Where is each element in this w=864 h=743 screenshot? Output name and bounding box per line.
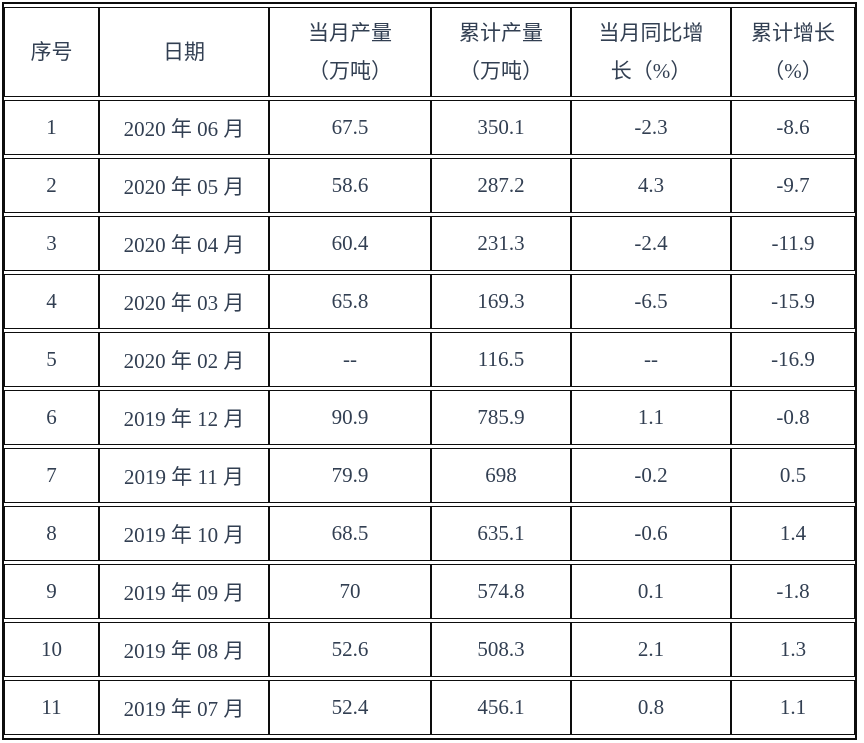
- cell-monthly_output: 90.9: [269, 390, 431, 445]
- cell-cumulative_growth: -8.6: [731, 100, 855, 155]
- cell-monthly_yoy_growth: -6.5: [571, 274, 731, 329]
- cell-cumulative_output: 698: [431, 448, 571, 503]
- column-header-label: （万吨）: [308, 59, 392, 83]
- cell-cumulative_output: 169.3: [431, 274, 571, 329]
- column-header-label: 日期: [163, 39, 205, 64]
- cell-monthly_yoy_growth: 1.1: [571, 390, 731, 445]
- cell-monthly_output: 79.9: [269, 448, 431, 503]
- cell-monthly_output: 65.8: [269, 274, 431, 329]
- column-header-index: 序号: [4, 7, 99, 97]
- table-row: 9 2019 年 09 月 70 574.8 0.1 -1.8: [4, 564, 855, 619]
- cell-date: 2020 年 02 月: [99, 332, 269, 387]
- table-body: 1 2020 年 06 月 67.5 350.1 -2.3 -8.6 2 2020 年 05 …: [4, 100, 855, 735]
- cell-date: 2020 年 03 月: [99, 274, 269, 329]
- cell-index: 8: [4, 506, 99, 561]
- cell-monthly_yoy_growth: -2.3: [571, 100, 731, 155]
- column-header-label: 累计增长: [751, 20, 835, 45]
- cell-index: 5: [4, 332, 99, 387]
- cell-index: 9: [4, 564, 99, 619]
- cell-monthly_yoy_growth: 0.8: [571, 680, 731, 735]
- column-header-cumulative_output: 累计产量 （万吨）: [431, 7, 571, 97]
- cell-index: 7: [4, 448, 99, 503]
- cell-cumulative_growth: -11.9: [731, 216, 855, 271]
- column-header-label: （%）: [763, 59, 823, 83]
- table-header: 序号 日期 当月产量 （万吨） 累计产量 （万吨） 当月同比增长（%） 累计增长 （%）: [4, 7, 855, 97]
- cell-monthly_yoy_growth: --: [571, 332, 731, 387]
- header-row: 序号 日期 当月产量 （万吨） 累计产量 （万吨） 当月同比增长（%） 累计增长 （%）: [4, 7, 855, 97]
- cell-cumulative_output: 287.2: [431, 158, 571, 213]
- column-header-monthly_yoy_growth: 当月同比增长（%）: [571, 7, 731, 97]
- cell-cumulative_growth: -16.9: [731, 332, 855, 387]
- cell-monthly_yoy_growth: -0.6: [571, 506, 731, 561]
- table-row: 11 2019 年 07 月 52.4 456.1 0.8 1.1: [4, 680, 855, 735]
- table-row: 4 2020 年 03 月 65.8 169.3 -6.5 -15.9: [4, 274, 855, 329]
- cell-monthly_output: 58.6: [269, 158, 431, 213]
- cell-monthly_yoy_growth: 4.3: [571, 158, 731, 213]
- cell-cumulative_output: 635.1: [431, 506, 571, 561]
- cell-date: 2019 年 09 月: [99, 564, 269, 619]
- cell-monthly_yoy_growth: -2.4: [571, 216, 731, 271]
- cell-cumulative_growth: -9.7: [731, 158, 855, 213]
- cell-index: 4: [4, 274, 99, 329]
- cell-cumulative_growth: 1.4: [731, 506, 855, 561]
- cell-index: 10: [4, 622, 99, 677]
- cell-monthly_output: 70: [269, 564, 431, 619]
- table-row: 5 2020 年 02 月 -- 116.5 -- -16.9: [4, 332, 855, 387]
- cell-date: 2019 年 08 月: [99, 622, 269, 677]
- cell-cumulative_growth: -15.9: [731, 274, 855, 329]
- column-header-cumulative_growth: 累计增长 （%）: [731, 7, 855, 97]
- cell-cumulative_output: 785.9: [431, 390, 571, 445]
- column-header-label: 序号: [30, 39, 73, 64]
- table-row: 8 2019 年 10 月 68.5 635.1 -0.6 1.4: [4, 506, 855, 561]
- table-row: 3 2020 年 04 月 60.4 231.3 -2.4 -11.9: [4, 216, 855, 271]
- table-row: 6 2019 年 12 月 90.9 785.9 1.1 -0.8: [4, 390, 855, 445]
- cell-cumulative_growth: 1.3: [731, 622, 855, 677]
- cell-monthly_output: 60.4: [269, 216, 431, 271]
- cell-index: 2: [4, 158, 99, 213]
- cell-cumulative_output: 116.5: [431, 332, 571, 387]
- cell-monthly_yoy_growth: 2.1: [571, 622, 731, 677]
- cell-cumulative_output: 456.1: [431, 680, 571, 735]
- cell-monthly_output: 52.6: [269, 622, 431, 677]
- cell-date: 2019 年 07 月: [99, 680, 269, 735]
- cell-cumulative_growth: -0.8: [731, 390, 855, 445]
- column-header-label: 当月同比增: [598, 20, 704, 45]
- cell-monthly_yoy_growth: -0.2: [571, 448, 731, 503]
- column-header-label: 长（%）: [610, 59, 692, 83]
- cell-index: 11: [4, 680, 99, 735]
- column-header-label: （万吨）: [459, 59, 543, 83]
- cell-date: 2020 年 06 月: [99, 100, 269, 155]
- cell-cumulative_output: 350.1: [431, 100, 571, 155]
- cell-monthly_output: --: [269, 332, 431, 387]
- cell-date: 2019 年 11 月: [99, 448, 269, 503]
- column-header-date: 日期: [99, 7, 269, 97]
- column-header-monthly_output: 当月产量 （万吨）: [269, 7, 431, 97]
- cell-date: 2019 年 10 月: [99, 506, 269, 561]
- cell-cumulative_growth: -1.8: [731, 564, 855, 619]
- cell-index: 3: [4, 216, 99, 271]
- table-row: 2 2020 年 05 月 58.6 287.2 4.3 -9.7: [4, 158, 855, 213]
- cell-cumulative_output: 231.3: [431, 216, 571, 271]
- cell-index: 6: [4, 390, 99, 445]
- cell-monthly_output: 68.5: [269, 506, 431, 561]
- cell-date: 2020 年 04 月: [99, 216, 269, 271]
- cell-index: 1: [4, 100, 99, 155]
- cell-monthly_yoy_growth: 0.1: [571, 564, 731, 619]
- cell-date: 2020 年 05 月: [99, 158, 269, 213]
- cell-cumulative_growth: 1.1: [731, 680, 855, 735]
- column-header-label: 累计产量: [459, 20, 543, 45]
- cell-cumulative_output: 574.8: [431, 564, 571, 619]
- table-row: 7 2019 年 11 月 79.9 698 -0.2 0.5: [4, 448, 855, 503]
- cell-cumulative_growth: 0.5: [731, 448, 855, 503]
- column-header-label: 当月产量: [308, 20, 392, 45]
- cell-monthly_output: 52.4: [269, 680, 431, 735]
- table-row: 10 2019 年 08 月 52.6 508.3 2.1 1.3: [4, 622, 855, 677]
- cell-monthly_output: 67.5: [269, 100, 431, 155]
- cell-date: 2019 年 12 月: [99, 390, 269, 445]
- table-row: 1 2020 年 06 月 67.5 350.1 -2.3 -8.6: [4, 100, 855, 155]
- cell-cumulative_output: 508.3: [431, 622, 571, 677]
